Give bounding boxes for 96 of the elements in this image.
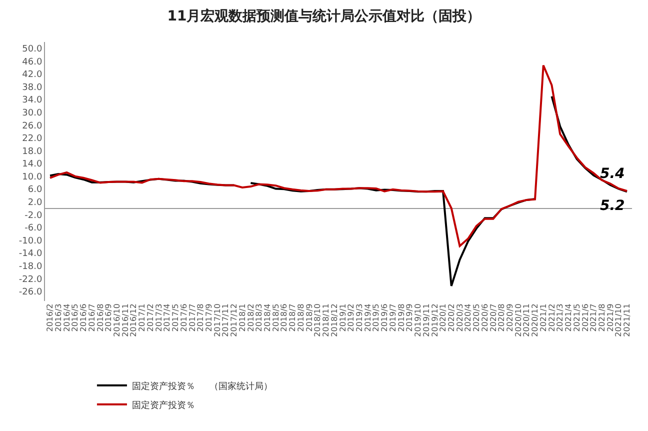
y-tick-label: 34.0 [22, 96, 42, 106]
y-tick-label: 50.0 [22, 44, 42, 55]
x-tick-label: 2019/3 [355, 304, 364, 332]
x-tick-label: 2017/2 [146, 304, 155, 332]
x-tick-label: 2017/4 [162, 304, 172, 332]
x-tick-label: 2020/6 [480, 304, 490, 332]
x-tick-label: 2017/11 [221, 304, 230, 337]
x-tick-label: 2016/12 [129, 304, 138, 337]
x-tick-label: 2017/1 [138, 304, 147, 332]
x-tick-label: 2018/8 [296, 304, 306, 332]
data-label: 5.2 [600, 198, 625, 214]
x-tick-label: 2016/6 [79, 304, 88, 332]
x-tick-label: 2021/11 [622, 304, 632, 337]
y-tick-label: -6.0 [24, 224, 42, 234]
x-tick-label: 2020/4 [464, 304, 473, 332]
x-tick-label: 2018/7 [288, 304, 298, 332]
y-tick-label: 18.0 [22, 146, 42, 157]
x-tick-label: 2019/12 [430, 304, 440, 337]
y-tick-label: 2.0 [28, 198, 42, 208]
legend-label: 固定资产投资％ （国家统计局） [132, 380, 272, 392]
x-tick-label: 2019/11 [422, 304, 431, 337]
x-tick-label: 2016/4 [62, 304, 72, 332]
x-tick-label: 2017/10 [212, 304, 222, 337]
y-tick-label: -26.0 [18, 288, 42, 298]
x-tick-label: 2020/12 [530, 304, 540, 337]
data-label: 5.4 [600, 166, 625, 182]
x-tick-label: 2019/9 [405, 304, 414, 332]
x-tick-label: 2017/3 [154, 304, 164, 332]
x-tick-label: 2021/1 [538, 304, 548, 332]
x-tick-label: 2016/10 [112, 304, 122, 337]
line-series [49, 64, 628, 247]
y-tick-label: 14.0 [22, 160, 42, 170]
x-tick-label: 2017/12 [230, 304, 239, 337]
y-tick-label: -22.0 [18, 274, 42, 285]
x-tick-label: 2019/4 [363, 304, 372, 332]
x-tick-label: 2021/3 [556, 304, 565, 332]
y-tick-label: 10.0 [22, 172, 42, 182]
y-tick-label: 46.0 [22, 57, 42, 68]
x-tick-label: 2020/2 [446, 304, 456, 332]
x-tick-label: 2019/2 [346, 304, 356, 332]
x-tick-label: 2018/12 [330, 304, 339, 337]
x-tick-label: 2020/5 [472, 304, 482, 332]
x-tick-label: 2018/1 [238, 304, 247, 332]
x-tick-label: 2021/6 [580, 304, 590, 332]
y-tick-label: 6.0 [28, 185, 42, 196]
x-tick-label: 2018/11 [322, 304, 331, 337]
x-tick-label: 2019/8 [396, 304, 406, 332]
x-tick-label: 2018/2 [246, 304, 256, 332]
x-tick-label: 2017/8 [196, 304, 206, 332]
x-tick-label: 2021/7 [589, 304, 598, 332]
x-tick-label: 2018/9 [304, 304, 314, 332]
x-tick-label: 2020/10 [514, 304, 523, 337]
chart-title: 11月宏观数据预测值与统计局公示值对比（固投） [167, 8, 481, 25]
x-tick-label: 2018/10 [313, 304, 322, 337]
x-tick-label: 2021/5 [572, 304, 582, 332]
x-tick-label: 2016/3 [54, 304, 63, 332]
y-tick-label: 22.0 [22, 134, 42, 144]
legend-label: 固定资产投资％ [132, 400, 195, 411]
x-tick-label: 2019/1 [338, 304, 348, 332]
y-tick-label: 30.0 [22, 108, 42, 118]
x-tick-label: 2018/6 [280, 304, 289, 332]
x-tick-label: 2017/7 [188, 304, 197, 332]
y-tick-label: -14.0 [18, 249, 42, 260]
x-tick-label: 2020/11 [522, 304, 532, 337]
x-tick-label: 2020/3 [455, 304, 464, 332]
x-tick-label: 2018/5 [271, 304, 280, 332]
x-tick-label: 2018/4 [263, 304, 272, 332]
x-tick-label: 2021/8 [598, 304, 606, 332]
x-tick-label: 2016/9 [104, 304, 114, 332]
x-tick-label: 2020/9 [506, 304, 515, 332]
y-tick-label: 38.0 [22, 82, 42, 93]
x-tick-label: 2019/5 [372, 304, 381, 332]
x-tick-label: 2016/8 [96, 304, 105, 332]
x-tick-label: 2017/9 [204, 304, 214, 332]
y-tick-label: -2.0 [24, 210, 42, 221]
y-tick-label: 42.0 [22, 70, 42, 80]
x-tick-label: 2017/6 [179, 304, 188, 332]
x-tick-label: 2019/7 [388, 304, 398, 332]
y-tick-label: -18.0 [18, 262, 42, 272]
x-tick-label: 2016/5 [70, 304, 80, 332]
x-tick-label: 2020/1 [438, 304, 448, 332]
x-tick-label: 2017/5 [171, 304, 180, 332]
x-tick-label: 2021/9 [606, 304, 615, 332]
x-tick-label: 2020/7 [488, 304, 498, 332]
x-tick-label: 2021/2 [547, 304, 556, 332]
y-tick-label: -10.0 [18, 236, 42, 246]
y-tick-label: 26.0 [22, 121, 42, 132]
x-tick-label: 2020/8 [497, 304, 506, 332]
x-tick-label: 2021/4 [564, 304, 574, 332]
x-tick-label: 2019/6 [380, 304, 390, 332]
x-tick-label: 2016/11 [120, 304, 130, 337]
x-tick-label: 2021/10 [614, 304, 624, 337]
x-tick-label: 2016/7 [87, 304, 96, 332]
x-tick-label: 2019/10 [414, 304, 423, 337]
x-tick-label: 2018/3 [254, 304, 264, 332]
x-tick-label: 2016/2 [46, 304, 55, 332]
